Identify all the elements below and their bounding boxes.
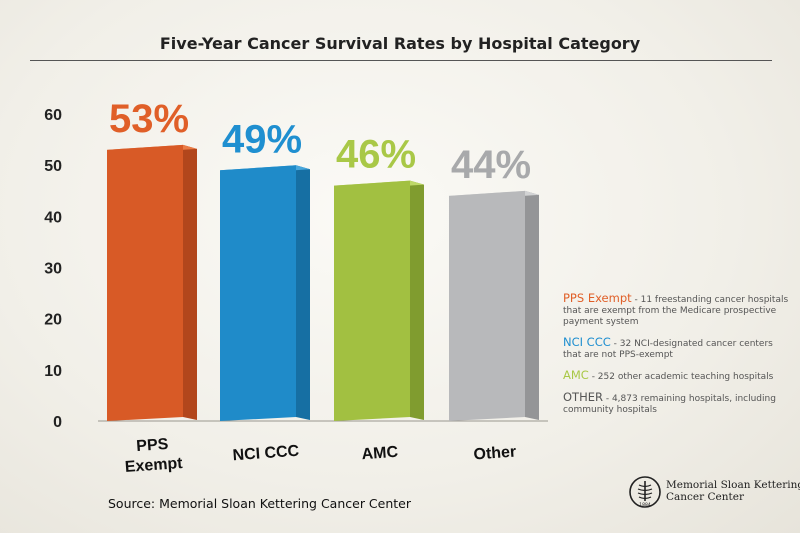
bar-side-other — [525, 190, 539, 420]
x-axis-labels: PPSExempt NCI CCC AMC Other — [123, 435, 517, 476]
legend-entry-amc: AMC - 252 other academic teaching hospit… — [563, 368, 793, 383]
legend-key: NCI CCC — [563, 335, 611, 349]
data-label-amc: 46% — [336, 133, 416, 177]
data-label-pps-exempt: 53% — [109, 97, 189, 141]
x-tick-label-line: NCI CCC — [232, 443, 300, 465]
x-tick-label-amc: AMC — [361, 444, 399, 464]
bar-other — [449, 190, 525, 421]
x-tick-label-other: Other — [473, 444, 517, 464]
bar-side-amc — [410, 180, 424, 420]
logo-line-1: Memorial Sloan Kettering — [666, 479, 800, 491]
logo-year: 1884 — [639, 502, 651, 508]
y-tick-label: 60 — [44, 107, 62, 124]
bar-side-pps-exempt — [183, 144, 197, 421]
legend-text: - 32 NCI-designated cancer centers that … — [563, 339, 773, 360]
msk-logo: 1884 Memorial Sloan Kettering Cancer Cen… — [628, 475, 800, 515]
legend-text: - 11 freestanding cancer hospitals that … — [563, 295, 789, 327]
legend-entry-pps-exempt: PPS Exempt - 11 freestanding cancer hosp… — [563, 291, 793, 328]
legend-text: - 252 other academic teaching hospitals — [588, 372, 774, 382]
msk-emblem-icon: 1884 — [629, 476, 661, 508]
title-divider — [30, 60, 772, 61]
x-tick-label-line: AMC — [361, 444, 399, 464]
x-tick-label-line: PPS — [136, 436, 169, 455]
data-labels: 53% 49% 46% 44% — [109, 97, 531, 187]
x-tick-label-nci-ccc: NCI CCC — [232, 443, 300, 465]
y-tick-label: 50 — [44, 158, 62, 175]
bar-amc — [334, 180, 410, 421]
bars — [107, 144, 539, 422]
y-tick-label: 40 — [44, 209, 62, 226]
x-tick-label-line: Exempt — [124, 455, 184, 476]
x-tick-label-pps-exempt: PPSExempt — [123, 435, 184, 476]
y-tick-label: 30 — [44, 261, 62, 278]
legend-key: OTHER — [563, 390, 603, 404]
bar-side-nci-ccc — [296, 165, 310, 420]
logo-line-2: Cancer Center — [666, 491, 744, 503]
x-tick-label-line: Other — [473, 444, 517, 464]
data-label-nci-ccc: 49% — [222, 117, 302, 161]
y-tick-label: 20 — [44, 312, 62, 329]
bar-pps-exempt — [107, 144, 183, 422]
logo-wordmark: Memorial Sloan Kettering Cancer Center — [666, 479, 800, 503]
legend-key: AMC — [563, 368, 589, 382]
legend-text: - 4,873 remaining hospitals, including c… — [563, 394, 776, 415]
legend-key: PPS Exempt — [563, 291, 632, 305]
chart-title: Five-Year Cancer Survival Rates by Hospi… — [159, 34, 641, 53]
y-axis-ticks: 0 10 20 30 40 50 60 — [44, 107, 62, 431]
y-tick-label: 0 — [53, 414, 62, 431]
data-label-other: 44% — [451, 143, 531, 187]
legend-entry-nci-ccc: NCI CCC - 32 NCI-designated cancer cente… — [563, 335, 793, 361]
y-tick-label: 10 — [44, 363, 62, 380]
legend-entry-other: OTHER - 4,873 remaining hospitals, inclu… — [563, 390, 793, 416]
source-note: Source: Memorial Sloan Kettering Cancer … — [108, 496, 412, 511]
bar-nci-ccc — [220, 165, 296, 421]
legend: PPS Exempt - 11 freestanding cancer hosp… — [563, 291, 793, 425]
